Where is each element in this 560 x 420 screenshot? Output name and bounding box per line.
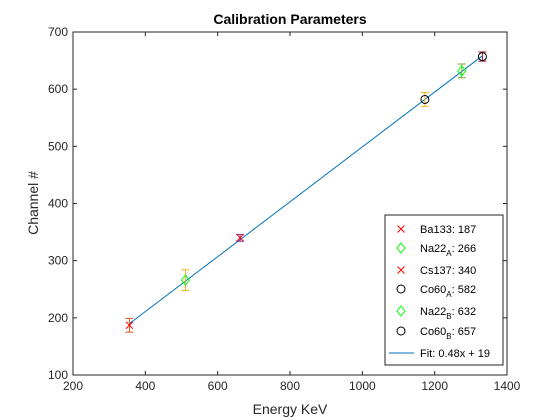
y-tick-label: 100 — [48, 368, 68, 382]
y-tick-label: 200 — [48, 311, 68, 325]
legend-label-name: Ba133 — [420, 224, 452, 236]
diamond-marker-shape — [457, 65, 467, 77]
legend-label-name: Na22 — [420, 243, 446, 255]
legend-label-subscript: B — [446, 332, 451, 341]
legend-marker — [396, 242, 406, 254]
legend-label-value: : 657 — [452, 326, 476, 338]
legend-label-subscript: A — [446, 249, 452, 258]
data-point — [477, 52, 487, 62]
x-tick-label: 200 — [63, 379, 83, 393]
x-tick-label: 1400 — [494, 379, 521, 393]
legend-marker — [396, 305, 406, 317]
legend-label-value: : 187 — [452, 224, 476, 236]
diamond-marker-shape — [180, 274, 191, 286]
x-marker-stroke — [397, 266, 405, 274]
x-tick-label: 600 — [208, 379, 228, 393]
chart-title: Calibration Parameters — [213, 11, 366, 27]
errorbar — [420, 92, 429, 107]
data-point — [125, 321, 134, 330]
x-axis-label: Energy KeV — [253, 401, 328, 417]
circle-marker-shape — [396, 284, 406, 294]
data-point — [180, 274, 191, 286]
x-tick-label: 1200 — [421, 379, 448, 393]
marker-layer — [125, 52, 487, 330]
circle-marker-shape — [396, 326, 406, 336]
legend-entry: Cs137: 340 — [397, 265, 476, 277]
legend-label-name: Cs137 — [420, 265, 452, 277]
legend-label-name: Co60 — [420, 284, 446, 296]
errorbar — [478, 51, 487, 62]
legend-label: Na22A: 266 — [420, 243, 476, 258]
y-tick-label: 500 — [48, 139, 68, 153]
legend-label: Na22B: 632 — [420, 306, 476, 321]
axes-layer: 200 400 600 800 1000 1200 14001002003004005006… — [48, 25, 521, 393]
legend-entry: Co60B: 657 — [396, 326, 476, 341]
legend-label-value: : 340 — [452, 265, 476, 277]
diamond-marker-shape — [396, 305, 406, 317]
legend-label: Ba133: 187 — [420, 224, 476, 236]
circle-marker-shape — [420, 94, 430, 104]
legend-marker — [396, 284, 406, 294]
errorbar — [181, 269, 190, 291]
circle-marker-shape — [477, 52, 487, 62]
legend-label-subscript: B — [446, 312, 451, 321]
legend-label-name: Co60 — [420, 326, 446, 338]
x-tick-label: 1000 — [349, 379, 376, 393]
legend-label-value: : 632 — [452, 306, 476, 318]
x-marker-stroke — [397, 225, 405, 233]
legend-label: Cs137: 340 — [420, 265, 476, 277]
legend-label-subscript: A — [446, 290, 452, 299]
x-marker-stroke — [236, 233, 244, 242]
data-point — [236, 233, 244, 242]
legend-entry: Na22A: 266 — [396, 242, 476, 258]
legend-marker — [397, 266, 405, 274]
x-marker-stroke — [125, 321, 134, 330]
legend-label-value: : 266 — [452, 243, 476, 255]
legend-entry: Co60A: 582 — [396, 284, 476, 299]
legend-fit-label: Fit: 0.48x + 19 — [420, 348, 490, 360]
legend-label: Co60B: 657 — [420, 326, 476, 341]
x-tick-label: 800 — [280, 379, 300, 393]
legend-label: Co60A: 582 — [420, 284, 476, 299]
y-tick-label: 400 — [48, 197, 68, 211]
y-tick-label: 700 — [48, 25, 68, 39]
legend-entry: Ba133: 187 — [397, 224, 476, 236]
diamond-marker-shape — [396, 242, 406, 254]
legend-marker — [396, 326, 406, 336]
legend-label-value: : 582 — [452, 284, 476, 296]
legend-entry: Na22B: 632 — [396, 305, 476, 321]
y-axis-label: Channel # — [25, 171, 41, 235]
data-point — [457, 65, 467, 77]
errorbar-layer — [125, 51, 487, 333]
x-tick-label: 400 — [135, 379, 155, 393]
legend-entry-fit: Fit: 0.48x + 19 — [389, 348, 490, 360]
y-tick-label: 600 — [48, 82, 68, 96]
legend-label-name: Na22 — [420, 306, 446, 318]
y-tick-label: 300 — [48, 254, 68, 268]
legend-marker — [397, 225, 405, 233]
data-point — [420, 94, 430, 104]
